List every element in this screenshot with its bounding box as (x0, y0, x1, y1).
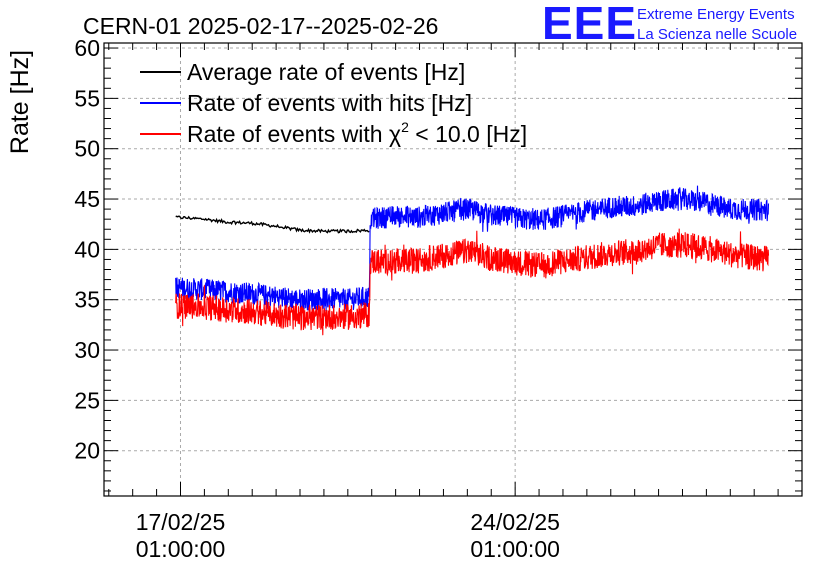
legend-entry-average: Average rate of events [Hz] (140, 59, 465, 85)
x-tick-label-date: 17/02/25 (136, 509, 226, 535)
y-axis-label: Rate [Hz] (6, 50, 34, 154)
legend-label-chi2: Rate of events with χ2 < 10.0 [Hz] (187, 119, 527, 147)
y-tick-label: 20 (74, 438, 100, 464)
eee-logo: EEE Extreme Energy Events La Scienza nel… (542, 0, 797, 49)
eee-logo-line1: Extreme Energy Events (637, 6, 795, 23)
series-line-0 (175, 215, 370, 234)
legend-entry-chi2: Rate of events with χ2 < 10.0 [Hz] (140, 119, 527, 147)
x-tick-label-date: 24/02/25 (470, 509, 560, 535)
series-line-2 (175, 228, 770, 336)
legend: Average rate of events [Hz] Rate of even… (140, 59, 527, 147)
legend-label-hits: Rate of events with hits [Hz] (187, 90, 472, 116)
y-tick-label: 35 (74, 287, 100, 313)
tick-labels: 20253035404550556017/02/2501:00:0024/02/… (74, 35, 560, 562)
y-tick-label: 50 (74, 136, 100, 162)
y-tick-label: 55 (74, 85, 100, 111)
y-tick-label: 25 (74, 387, 100, 413)
y-tick-label: 45 (74, 186, 100, 212)
y-tick-label: 30 (74, 337, 100, 363)
legend-label-average: Average rate of events [Hz] (187, 59, 465, 85)
eee-logo-mark: EEE (542, 0, 637, 49)
y-tick-label: 60 (74, 35, 100, 61)
y-tick-label: 40 (74, 236, 100, 262)
x-tick-label-time: 01:00:00 (470, 536, 560, 562)
axes (103, 42, 803, 497)
eee-logo-line2: La Scienza nelle Scuole (637, 26, 797, 43)
series-layer (175, 185, 770, 336)
x-tick-label-time: 01:00:00 (136, 536, 226, 562)
chart-title: CERN-01 2025-02-17--2025-02-26 (83, 13, 438, 39)
legend-entry-hits: Rate of events with hits [Hz] (140, 90, 472, 116)
